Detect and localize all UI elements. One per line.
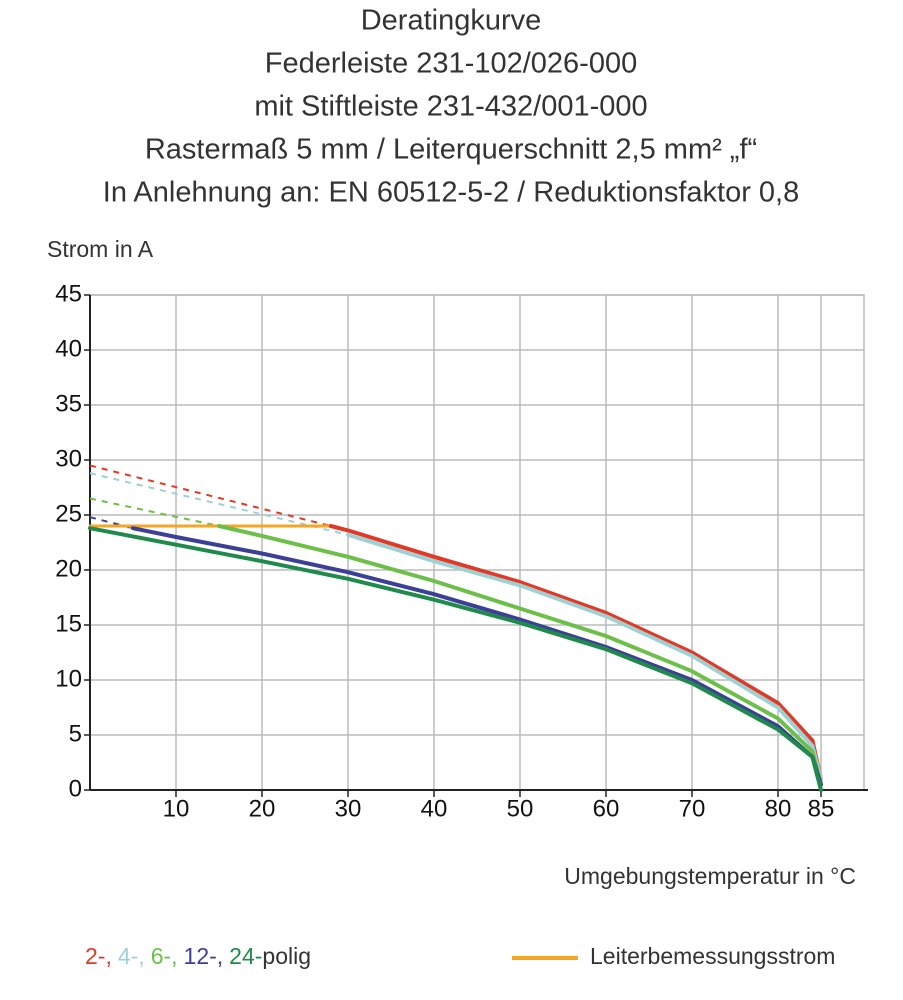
series-line (346, 532, 823, 781)
series-line (88, 526, 823, 792)
x-tick-label: 30 (335, 795, 362, 822)
x-tick-label: 40 (421, 795, 448, 822)
x-tick-label: 50 (507, 795, 534, 822)
legend-entry: 4-, (118, 943, 145, 969)
x-tick-label: 60 (593, 795, 620, 822)
y-tick-label: 30 (55, 445, 82, 472)
dashed-extension (89, 497, 220, 527)
chart-title: In Anlehnung an: EN 60512-5-2 / Reduktio… (103, 177, 799, 209)
legend-suffix: polig (262, 943, 311, 969)
legend-entry: 24- (229, 943, 262, 969)
y-axis-label: Strom in A (47, 236, 154, 262)
x-tick-label: 20 (249, 795, 276, 822)
x-tick-label: 10 (163, 795, 190, 822)
series-line (328, 524, 823, 781)
x-tick-label: 70 (679, 795, 706, 822)
x-tick-label: 85 (808, 795, 835, 822)
chart-title: mit Stiftleiste 231-432/001-000 (254, 91, 647, 123)
legend-entry: Leiterbemessungsstrom (590, 943, 835, 969)
chart-title: Rastermaß 5 mm / Leiterquerschnitt 2,5 m… (145, 134, 757, 166)
y-tick-label: 0 (69, 775, 82, 802)
x-axis-label: Umgebungstemperatur in °C (564, 863, 856, 889)
y-tick-label: 5 (69, 720, 82, 747)
y-tick-label: 15 (55, 610, 82, 637)
y-tick-label: 10 (55, 665, 82, 692)
legend-entry: 12-, (184, 943, 224, 969)
x-tick-label: 80 (765, 795, 792, 822)
y-tick-label: 25 (55, 500, 82, 527)
series-line (131, 526, 823, 787)
chart-title: Federleiste 231-102/026-000 (265, 48, 637, 80)
dashed-extension (89, 464, 332, 527)
chart-title: Deratingkurve (361, 5, 542, 37)
legend-entry: 2-, (85, 943, 112, 969)
y-tick-label: 35 (55, 390, 82, 417)
y-tick-label: 45 (55, 280, 82, 307)
legend-entry: 6-, (151, 943, 178, 969)
series-line (217, 524, 823, 787)
legend: 2-, 4-, 6-, 12-, 24-polig (85, 943, 311, 969)
y-tick-label: 40 (55, 335, 82, 362)
y-tick-label: 20 (55, 555, 82, 582)
